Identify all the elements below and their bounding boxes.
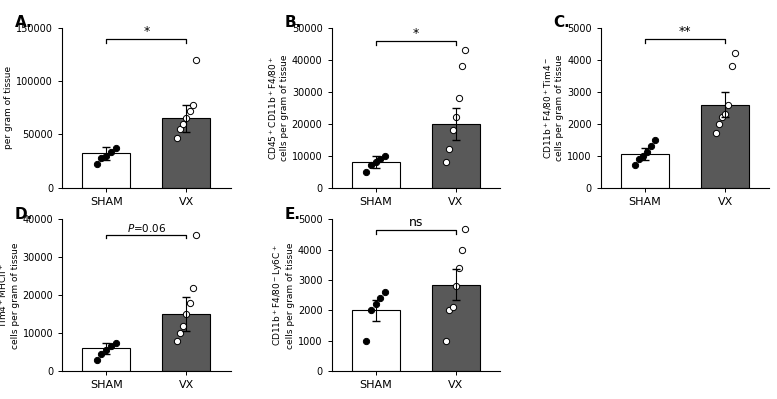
Text: E.: E. (284, 207, 301, 222)
Bar (82, 154, 131, 188)
Text: A.: A. (15, 15, 33, 30)
Text: B.: B. (284, 15, 301, 30)
Bar (351, 162, 399, 188)
Bar (82, 348, 131, 371)
Bar (432, 284, 480, 371)
Text: ns: ns (409, 216, 423, 229)
Text: *: * (413, 27, 419, 40)
Bar (432, 124, 480, 188)
Bar (621, 154, 669, 188)
Y-axis label: CD45$^+$CD11b$^+$F4/80$^+$
cells per gram of tissue: CD45$^+$CD11b$^+$F4/80$^+$ cells per gra… (267, 55, 289, 161)
Y-axis label: Tim4$^+$MHCII$^+$
cells per gram of tissue: Tim4$^+$MHCII$^+$ cells per gram of tiss… (0, 242, 19, 348)
Bar (701, 105, 749, 188)
Text: *: * (143, 25, 149, 38)
Text: $\it{P}$=0.06: $\it{P}$=0.06 (127, 222, 166, 234)
Y-axis label: CD45$^+$ cells
per gram of tissue: CD45$^+$ cells per gram of tissue (0, 66, 13, 149)
Bar (162, 314, 211, 371)
Bar (351, 310, 399, 371)
Y-axis label: CD11b$^+$F4/80$^+$Tim4$^-$
cells per gram of tissue: CD11b$^+$F4/80$^+$Tim4$^-$ cells per gra… (542, 55, 564, 161)
Text: **: ** (679, 25, 692, 38)
Text: C.: C. (554, 15, 570, 30)
Y-axis label: CD11b$^+$F4/80$^-$Ly6C$^+$
cells per gram of tissue: CD11b$^+$F4/80$^-$Ly6C$^+$ cells per gra… (271, 242, 295, 348)
Text: D.: D. (15, 207, 33, 222)
Bar (162, 119, 211, 188)
